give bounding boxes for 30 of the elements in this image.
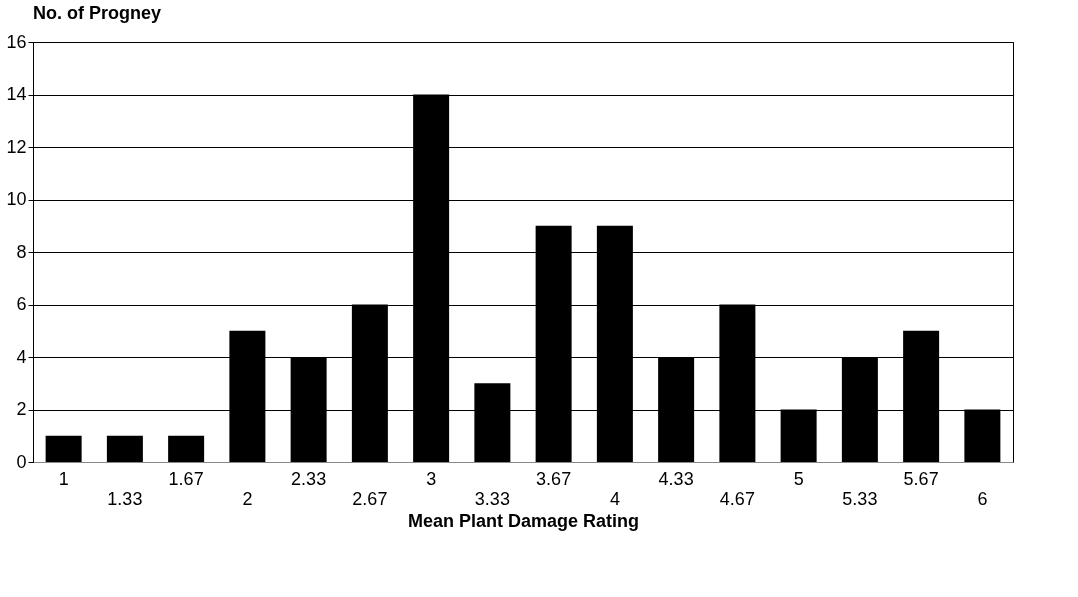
x-axis-title: Mean Plant Damage Rating xyxy=(407,510,640,531)
x-tick-label: 2 xyxy=(242,488,253,509)
x-tick-label: 3.33 xyxy=(474,488,510,509)
y-axis-title: No. of Progney xyxy=(33,3,162,23)
x-tick-label: 1.33 xyxy=(107,488,143,509)
y-tick-label: 16 xyxy=(6,31,27,52)
x-tick-label: 4 xyxy=(609,488,620,509)
y-tick-label: 4 xyxy=(16,346,27,367)
y-tick-label: 2 xyxy=(16,399,27,419)
y-tick-label: 6 xyxy=(16,294,27,314)
y-tick-label: 14 xyxy=(6,84,27,104)
y-tick-label: 12 xyxy=(6,136,27,157)
x-tick-label: 2.33 xyxy=(291,468,327,489)
x-tick-label: 5 xyxy=(793,468,804,489)
x-tick-label: 5.33 xyxy=(842,488,878,509)
x-tick-label: 5.67 xyxy=(903,468,939,489)
x-tick-label: 4.67 xyxy=(719,488,755,509)
x-tick-label: 3 xyxy=(426,468,437,489)
x-tick-label: 2.67 xyxy=(352,488,388,509)
bar xyxy=(168,435,205,462)
x-tick-label: 6 xyxy=(977,488,988,509)
bar xyxy=(45,435,82,462)
y-tick-label: 10 xyxy=(6,189,27,209)
y-tick-label: 8 xyxy=(16,241,27,262)
x-tick-label: 1 xyxy=(58,468,69,489)
x-tick-label: 4.33 xyxy=(658,468,694,489)
y-tick-label: 0 xyxy=(16,451,27,472)
x-tick-label: 1.67 xyxy=(168,468,204,489)
bar xyxy=(106,435,143,462)
x-tick-label: 3.67 xyxy=(536,468,572,489)
